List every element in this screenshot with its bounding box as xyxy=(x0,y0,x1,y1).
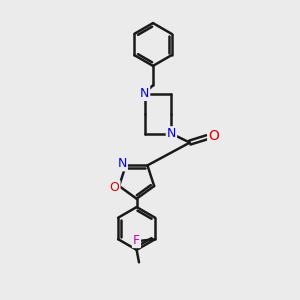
Text: N: N xyxy=(140,87,149,100)
Text: N: N xyxy=(167,127,176,140)
Text: F: F xyxy=(133,234,140,247)
Text: O: O xyxy=(208,129,219,143)
Text: N: N xyxy=(118,158,127,170)
Text: O: O xyxy=(110,181,120,194)
